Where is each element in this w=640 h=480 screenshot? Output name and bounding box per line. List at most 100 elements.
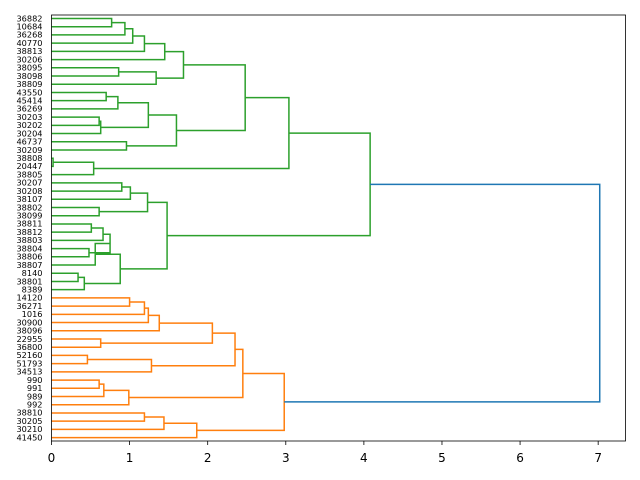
leaf-label: 8140 [22,268,43,278]
link-0-5 [51,67,120,77]
link-1-15 [51,422,198,439]
link-1-11 [51,389,130,406]
link-0-1 [51,21,126,36]
leaf-label: 36882 [16,13,42,23]
leaf-label: 20447 [16,161,42,171]
link-0-2 [51,28,134,44]
x-tick-label: 4 [360,451,368,465]
link-1-2 [51,307,150,324]
link-0-4 [51,42,166,61]
link-0-24 [51,227,104,242]
link-1-14 [51,416,165,431]
leaf-label: 990 [27,375,43,385]
leaf-label: 30204 [16,128,42,138]
link-0-19 [51,182,123,192]
leaf-label: 38809 [16,79,42,89]
leaf-labels: 3688210684362684077038813302063809538098… [16,13,42,442]
leaf-label: 38805 [16,169,42,179]
link-0-28 [51,272,79,283]
leaf-label: 34513 [16,367,42,377]
leaf-label: 30202 [16,120,42,130]
link-0-22 [99,192,149,213]
leaf-label: 1016 [22,309,43,319]
leaf-label: 38099 [16,211,42,221]
link-0-0 [51,17,113,28]
x-tick-label: 6 [516,451,524,465]
leaf-label: 43550 [16,87,42,97]
leaf-label: 51793 [16,358,42,368]
link-1-10 [51,383,105,398]
link-0-32 [167,132,371,237]
link-2-0 [284,183,601,403]
link-0-13 [51,141,128,151]
leaf-label: 40770 [16,38,42,48]
plot-frame [51,14,626,442]
x-tick-label: 7 [594,451,602,465]
leaf-label: 36271 [16,301,42,311]
dendrogram-links [51,17,601,439]
leaf-label: 38095 [16,63,42,73]
x-tick-label: 3 [282,451,290,465]
x-tick-label: 1 [126,451,134,465]
link-0-7 [156,50,185,79]
link-1-7 [51,358,153,373]
link-1-16 [196,372,285,432]
leaf-label: 52160 [16,350,42,360]
leaf-label: 38810 [16,408,42,418]
x-axis: 0 1 2 3 4 5 6 7 [48,441,602,465]
link-1-1 [51,301,146,316]
x-tick-label: 0 [48,451,56,465]
link-1-9 [51,379,100,390]
leaf-label: 30207 [16,178,42,188]
leaf-label: 30210 [16,424,42,434]
link-0-12 [100,101,150,129]
link-0-29 [51,276,86,291]
link-0-16 [51,157,54,168]
leaf-label: 30206 [16,54,42,64]
leaf-label: 45414 [16,95,42,105]
link-0-17 [51,161,95,176]
leaf-label: 38803 [16,235,42,245]
x-tick-label: 2 [204,451,212,465]
leaf-label: 22955 [16,334,42,344]
leaf-label: 30900 [16,317,42,327]
link-0-14 [126,114,178,147]
link-1-3 [51,314,161,332]
link-0-11 [51,120,102,135]
leaf-label: 38812 [16,227,42,237]
link-0-20 [51,186,132,201]
leaf-label: 38807 [16,260,42,270]
leaf-label: 38806 [16,252,42,262]
leaf-label: 38813 [16,46,42,56]
link-1-4 [51,338,102,348]
link-0-27 [51,242,111,266]
leaf-label: 30205 [16,416,42,426]
leaf-label: 36269 [16,104,42,114]
leaf-label: 38096 [16,326,42,336]
link-0-25 [51,247,90,258]
leaf-label: 38808 [16,153,42,163]
link-0-30 [84,253,121,285]
link-1-13 [51,412,146,422]
leaf-label: 30209 [16,145,42,155]
leaf-label: 992 [27,400,43,410]
leaf-label: 38801 [16,276,42,286]
link-1-0 [51,297,131,307]
link-0-18 [93,96,290,170]
leaf-label: 8389 [22,284,43,294]
x-tick-label: 5 [438,451,446,465]
link-0-15 [176,64,246,132]
link-0-3 [51,35,146,53]
link-0-10 [51,116,100,127]
link-0-23 [51,223,93,233]
link-0-21 [51,206,100,217]
leaf-label: 38802 [16,202,42,212]
leaf-label: 10684 [16,22,42,32]
leaf-label: 38804 [16,243,42,253]
link-1-8 [151,332,236,367]
link-0-6 [51,71,157,85]
leaf-label: 46737 [16,137,42,147]
leaf-label: 41450 [16,432,42,442]
leaf-label: 38811 [16,219,42,229]
